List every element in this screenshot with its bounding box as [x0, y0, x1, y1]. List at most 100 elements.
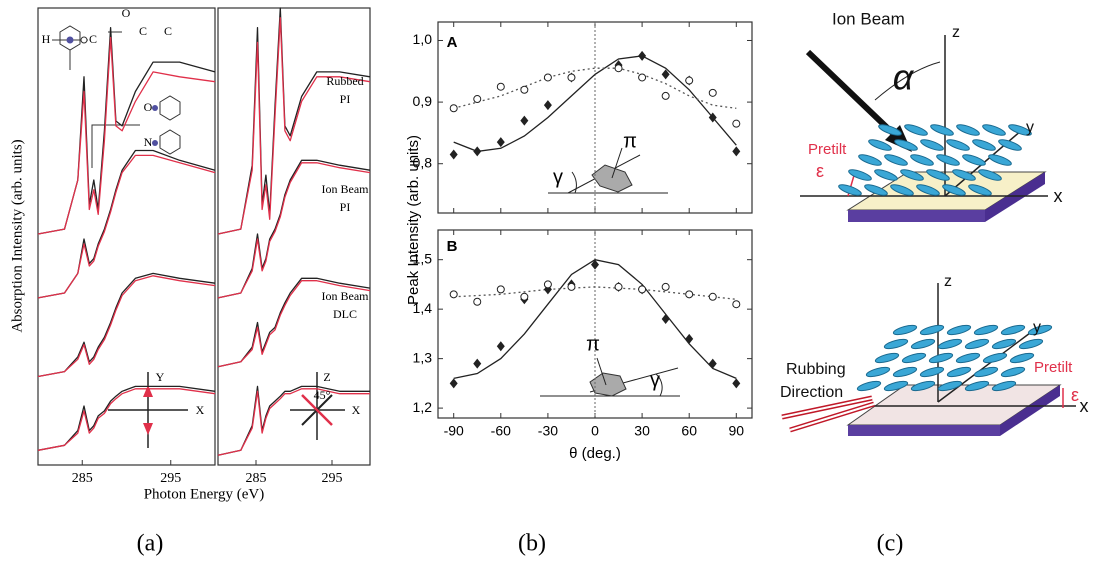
spectrum-line	[37, 149, 216, 299]
spectrum-line	[217, 385, 370, 456]
plot-frame	[217, 7, 371, 466]
diagram-label: ε	[1071, 385, 1079, 405]
liquid-crystal-molecule	[936, 154, 960, 166]
panel-caption: (b)	[518, 531, 546, 557]
spectrum-line	[37, 272, 216, 378]
data-point-diamond	[732, 378, 741, 389]
annotation: C	[139, 24, 147, 38]
diagram-label: Rubbing	[786, 361, 846, 378]
liquid-crystal-molecule	[998, 139, 1022, 151]
spectrum-line	[217, 280, 371, 368]
annotation: O	[122, 6, 131, 20]
data-point-circle	[449, 290, 458, 299]
data-point-circle	[685, 290, 694, 299]
fit-curve-dashed	[453, 286, 737, 300]
substrate-side	[848, 210, 985, 222]
benzene-ring	[59, 25, 81, 51]
liquid-crystal-molecule	[968, 184, 992, 196]
y-tick-label: 1,4	[413, 300, 433, 316]
diagram-label: y	[1033, 319, 1041, 336]
data-point-diamond	[520, 115, 529, 126]
liquid-crystal-molecule	[991, 338, 1017, 350]
annotation: N	[144, 135, 153, 149]
spectrum-line	[37, 27, 216, 235]
annotation: 45°	[314, 388, 331, 402]
annotation: π	[586, 333, 600, 355]
data-point-circle	[543, 280, 552, 289]
annotation: Ion Beam	[322, 182, 370, 196]
data-point-diamond	[449, 149, 458, 160]
annotation: Rubbed	[326, 74, 363, 88]
liquid-crystal-molecule	[926, 169, 950, 181]
liquid-crystal-molecule	[1000, 366, 1026, 378]
annotation: B	[447, 238, 458, 255]
x-tick-label: 295	[322, 471, 343, 486]
molecule	[589, 372, 627, 397]
spectrum-line	[37, 36, 216, 235]
x-tick-label: 285	[246, 471, 267, 486]
data-point-diamond	[732, 146, 741, 157]
pointer	[91, 124, 140, 168]
diagram-label: x	[1080, 396, 1089, 416]
molecule	[591, 164, 633, 193]
y-tick-label: 1,3	[413, 349, 433, 365]
liquid-crystal-molecule	[848, 169, 872, 181]
liquid-crystal-molecule	[910, 154, 934, 166]
y-tick-label: 0,8	[413, 154, 433, 170]
diagram-label: z	[944, 273, 952, 290]
y-axis-label: Peak Intensity (arb. units)	[405, 135, 422, 305]
annotation: X	[352, 403, 361, 417]
atom-dot	[152, 105, 158, 111]
annotation: π	[623, 130, 637, 152]
substrate	[846, 384, 1062, 426]
liquid-crystal-molecule	[978, 169, 1002, 181]
data-point-diamond	[496, 341, 505, 352]
liquid-crystal-molecule	[973, 366, 999, 378]
liquid-crystal-molecule	[946, 324, 972, 336]
data-point-circle	[520, 85, 529, 94]
x-tick-label: 90	[729, 423, 745, 439]
liquid-crystal-molecule	[920, 139, 944, 151]
data-point-circle	[567, 73, 576, 82]
atom-dot	[66, 36, 74, 44]
liquid-crystal-molecule	[991, 380, 1017, 392]
data-point-circle	[496, 82, 505, 91]
data-point-diamond	[661, 314, 670, 325]
data-point-diamond	[661, 69, 670, 80]
annotation: PI	[340, 92, 351, 106]
substrate-side	[1000, 385, 1060, 436]
liquid-crystal-molecule	[964, 338, 990, 350]
data-point-circle	[543, 73, 552, 82]
annotation: γ	[553, 166, 563, 188]
annotation: Z	[323, 370, 330, 384]
data-point-diamond	[708, 112, 717, 123]
diagram-label: ε	[816, 161, 824, 181]
spectrum-line	[37, 385, 216, 451]
liquid-crystal-molecule	[952, 169, 976, 181]
data-point-circle	[473, 95, 482, 104]
rubbing-arrow-inner	[781, 397, 875, 431]
liquid-crystal-molecule	[973, 324, 999, 336]
spectrum-line	[37, 388, 216, 451]
data-point-circle	[638, 73, 647, 82]
liquid-crystal-molecule	[892, 366, 918, 378]
liquid-crystal-molecule	[972, 139, 996, 151]
liquid-crystal-molecule	[955, 352, 981, 364]
liquid-crystal-molecule	[910, 380, 936, 392]
liquid-crystal-molecule	[916, 184, 940, 196]
data-point-circle	[520, 292, 529, 301]
diagram-label: α	[893, 57, 915, 98]
data-point-diamond	[473, 358, 482, 369]
x-tick-label: 295	[160, 471, 181, 486]
annotation: H	[42, 32, 51, 46]
y-tick-label: 1,2	[413, 399, 433, 415]
spectrum-line	[217, 277, 371, 368]
data-point-diamond	[543, 100, 552, 111]
liquid-crystal-molecule	[884, 154, 908, 166]
liquid-crystal-molecule	[930, 124, 954, 136]
annotation: C	[89, 32, 97, 46]
angle-arc	[571, 171, 577, 194]
spectrum-line	[217, 17, 371, 235]
annotation: Y	[156, 370, 165, 384]
